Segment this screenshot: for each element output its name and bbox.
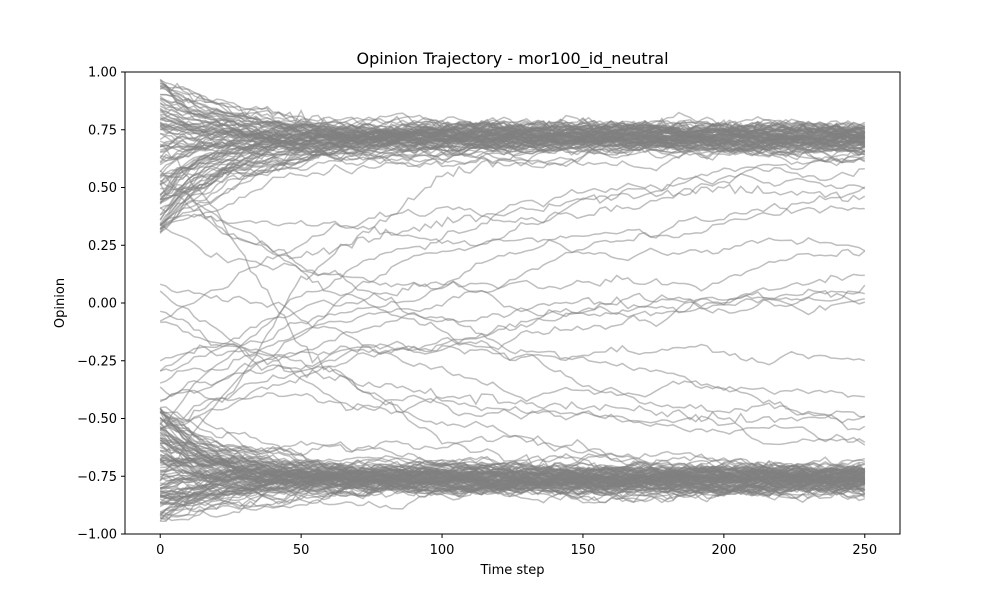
trajectory-line-73 [160, 321, 866, 366]
x-tick-label: 150 [571, 543, 596, 558]
trajectory-line-226 [159, 411, 866, 494]
trajectory-lines [159, 78, 866, 522]
x-tick-label: 0 [156, 543, 164, 558]
x-axis-label: Time step [479, 563, 544, 578]
trajectory-line-206 [159, 129, 866, 230]
trajectory-line-174 [159, 166, 865, 482]
trajectory-line-223 [159, 129, 866, 196]
trajectory-line-147 [159, 443, 866, 479]
trajectory-line-217 [160, 439, 865, 503]
x-tick-label: 250 [852, 543, 877, 558]
trajectory-line-199 [159, 283, 866, 431]
y-tick-label: 0.00 [88, 297, 117, 312]
trajectory-line-191 [159, 273, 865, 425]
trajectory-line-229 [159, 132, 865, 186]
trajectory-line-225 [159, 125, 865, 153]
trajectory-line-90 [160, 310, 866, 446]
y-tick-label: 1.00 [88, 66, 117, 81]
y-tick-label: −1.00 [77, 528, 117, 543]
trajectory-line-192 [160, 288, 865, 402]
y-tick-label: −0.75 [77, 470, 117, 485]
trajectory-line-212 [159, 476, 866, 522]
trajectory-line-8 [159, 183, 866, 260]
x-tick-label: 100 [430, 543, 455, 558]
trajectory-line-46 [159, 386, 866, 446]
y-axis-label: Opinion [53, 278, 68, 328]
trajectory-line-228 [159, 472, 865, 496]
trajectory-line-115 [159, 186, 866, 372]
trajectory-line-162 [159, 248, 866, 384]
y-tick-label: −0.25 [77, 354, 117, 369]
trajectory-line-205 [159, 289, 865, 403]
trajectory-line-67 [159, 222, 866, 316]
trajectory-line-222 [160, 406, 866, 490]
x-tick-label: 200 [711, 543, 736, 558]
trajectory-line-198 [159, 116, 866, 216]
trajectory-line-9 [159, 349, 866, 424]
y-tick-label: 0.50 [88, 181, 117, 196]
x-axis: 0 50 100 150 200 250 [156, 534, 877, 558]
x-tick-label: 50 [293, 543, 310, 558]
y-tick-label: −0.50 [77, 412, 117, 427]
trajectory-line-111 [159, 213, 866, 262]
y-axis: −1.00 −0.75 −0.50 −0.25 0.00 0.25 0.50 0.75 1.00 [77, 66, 125, 543]
y-tick-label: 0.25 [88, 239, 117, 254]
trajectory-line-197 [159, 284, 866, 430]
trajectory-line-219 [159, 172, 866, 322]
chart-title: Opinion Trajectory - mor100_id_neutral [356, 49, 668, 69]
trajectory-line-125 [159, 157, 866, 431]
trajectory-line-218 [160, 124, 865, 161]
trajectory-line-209 [159, 125, 866, 163]
y-tick-label: 0.75 [88, 123, 117, 138]
trajectory-line-221 [159, 465, 866, 515]
